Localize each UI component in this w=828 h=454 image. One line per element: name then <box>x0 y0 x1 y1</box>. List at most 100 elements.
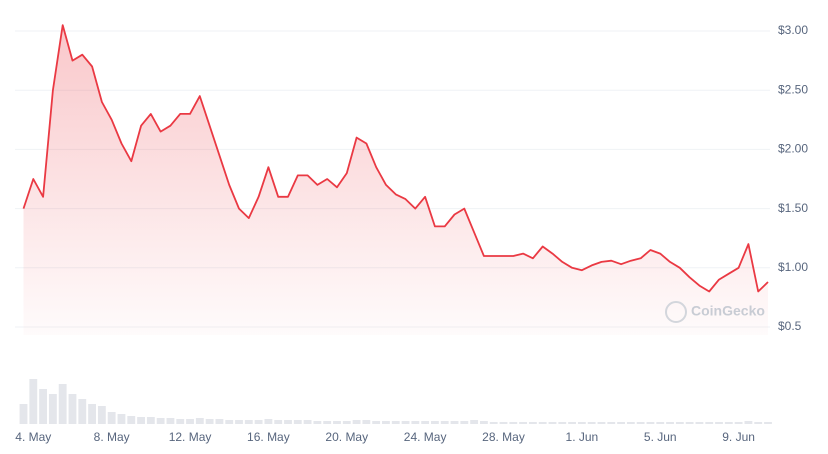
volume-bar <box>695 422 704 424</box>
price-line <box>22 24 769 293</box>
y-tick-label: $3.00 <box>778 23 808 37</box>
y-tick-label: $2.50 <box>778 82 808 96</box>
volume-bar <box>68 394 77 424</box>
volume-bar <box>293 420 302 424</box>
x-tick-label: 4. May <box>15 430 51 444</box>
x-tick-label: 9. Jun <box>722 430 755 444</box>
volume-bar <box>88 404 96 424</box>
volume-bar <box>431 421 439 424</box>
volume-bar <box>558 422 567 424</box>
volume-bar <box>489 422 498 424</box>
volume <box>19 379 772 424</box>
volume-bar <box>685 422 694 424</box>
volume-bar <box>538 422 547 424</box>
price-area <box>23 25 768 335</box>
x-tick-label: 20. May <box>325 430 368 444</box>
volume-bar <box>186 419 194 424</box>
volume-bar <box>264 419 273 424</box>
volume-bar <box>235 420 243 424</box>
x-tick-label: 12. May <box>169 430 212 444</box>
volume-bar <box>29 379 38 424</box>
volume-bar <box>597 422 606 424</box>
volume-bar <box>127 416 136 424</box>
volume-bar <box>450 421 459 424</box>
volume-bar <box>284 420 292 424</box>
volume-bar <box>499 422 508 424</box>
x-tick-label: 24. May <box>404 430 447 444</box>
volume-bar <box>205 419 214 424</box>
watermark: CoinGecko <box>665 301 765 323</box>
volume-bar <box>176 419 185 424</box>
volume-bar <box>303 420 312 424</box>
volume-bar <box>617 422 625 424</box>
volume-bar <box>97 406 106 424</box>
volume-bar <box>705 422 714 424</box>
watermark-text: CoinGecko <box>691 303 765 319</box>
volume-bar <box>166 418 175 424</box>
volume-bar <box>646 422 655 424</box>
volume-bar <box>656 422 665 424</box>
volume-bar <box>78 399 87 424</box>
volume-bar <box>470 420 479 424</box>
volume-bar <box>58 384 67 424</box>
x-tick-label: 8. May <box>94 430 130 444</box>
x-tick-label: 5. Jun <box>644 430 677 444</box>
volume-bar <box>636 422 645 424</box>
volume-bar <box>724 422 733 424</box>
volume-bar <box>215 419 224 424</box>
x-tick-label: 1. Jun <box>566 430 599 444</box>
volume-bar <box>568 422 576 424</box>
volume-bar <box>117 414 126 424</box>
volume-bar <box>519 422 528 424</box>
labels: $3.00 $2.50 $2.00 $1.50 $1.00 $0.5 4. May 8. Ma… <box>15 23 808 444</box>
volume-bar <box>440 421 449 424</box>
volume-bar <box>323 421 332 424</box>
volume-bar <box>577 422 586 424</box>
volume-bar <box>391 421 400 424</box>
volume-bar <box>548 422 557 424</box>
volume-bar <box>715 422 723 424</box>
volume-bar <box>342 421 351 424</box>
volume-bar <box>675 422 684 424</box>
volume-bar <box>372 421 381 424</box>
volume-bar <box>352 420 361 424</box>
volume-bar <box>107 412 116 424</box>
volume-bar <box>626 422 635 424</box>
volume-bar <box>19 404 28 424</box>
volume-bar <box>244 420 253 424</box>
x-tick-label: 16. May <box>247 430 290 444</box>
volume-bar <box>225 420 234 424</box>
x-tick-label: 28. May <box>482 430 525 444</box>
volume-bar <box>607 422 616 424</box>
volume-bar <box>48 394 57 424</box>
volume-bar <box>195 418 204 424</box>
volume-bar <box>156 418 165 424</box>
volume-bar <box>137 417 145 424</box>
volume-bar <box>382 421 390 424</box>
volume-bar <box>401 421 410 424</box>
volume-bar <box>39 389 48 424</box>
volume-bar <box>528 422 537 424</box>
volume-bar <box>411 421 420 424</box>
volume-bar <box>479 421 488 424</box>
volume-bar <box>754 422 763 424</box>
volume-bar <box>362 420 371 424</box>
y-tick-label: $1.50 <box>778 201 808 215</box>
volume-bar <box>333 421 341 424</box>
volume-bar <box>146 417 155 424</box>
volume-bar <box>744 421 753 424</box>
volume-bar <box>254 420 263 424</box>
volume-bar <box>764 422 772 424</box>
watermark-logo <box>665 301 687 323</box>
y-tick-label: $2.00 <box>778 142 808 156</box>
y-tick-label: $0.5 <box>778 319 802 333</box>
volume-bar <box>274 420 283 424</box>
volume-bar <box>421 421 430 424</box>
volume-bar <box>587 422 596 424</box>
volume-bar <box>460 421 469 424</box>
volume-bar <box>666 422 674 424</box>
volume-bar <box>734 422 743 424</box>
plot <box>22 24 769 335</box>
